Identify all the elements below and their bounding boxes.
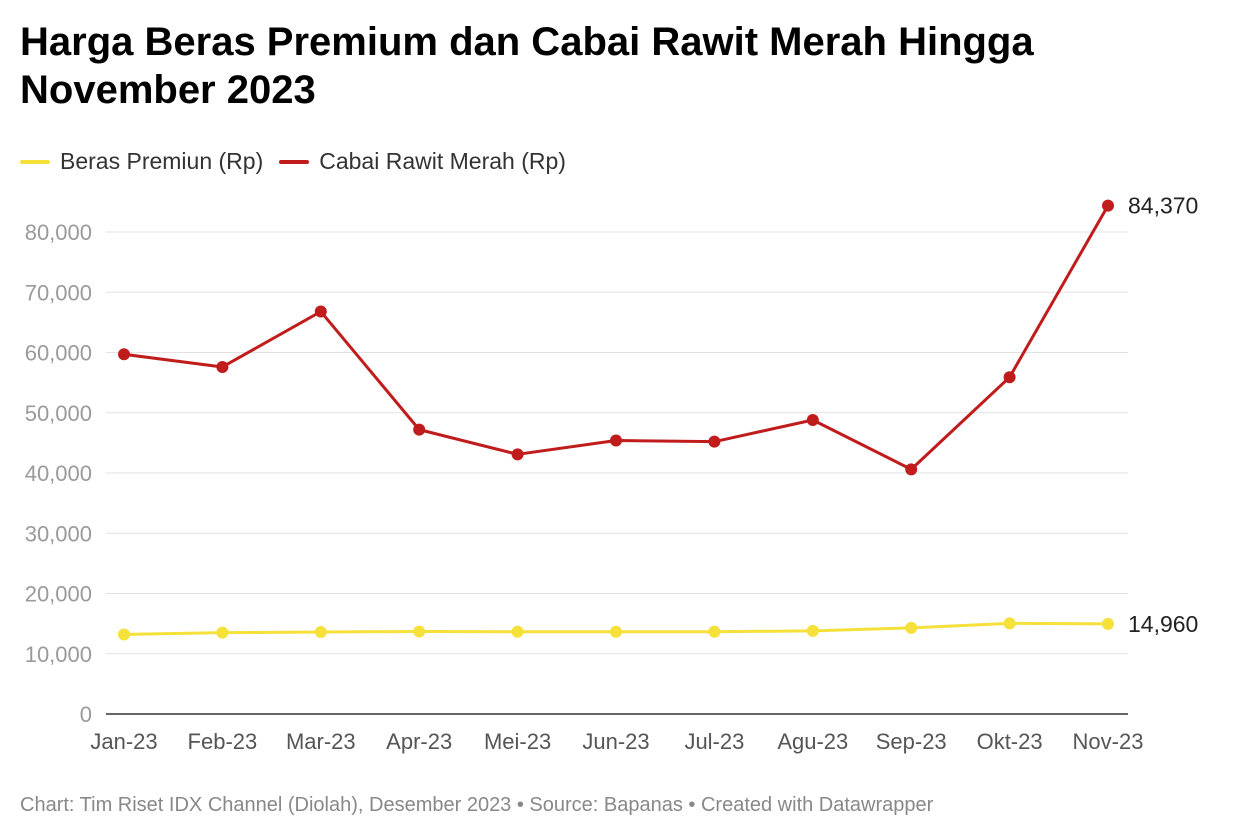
data-point-cabai — [511, 448, 524, 461]
x-tick-label: Agu-23 — [777, 729, 848, 754]
data-point-beras — [905, 621, 918, 634]
legend-item-beras: Beras Premiun (Rp) — [20, 148, 263, 175]
y-tick-label: 60,000 — [25, 341, 92, 366]
data-point-cabai — [708, 435, 721, 448]
x-tick-label: Jul-23 — [684, 729, 744, 754]
y-tick-label: 10,000 — [25, 642, 92, 667]
y-tick-label: 20,000 — [25, 582, 92, 607]
data-point-beras — [216, 626, 229, 639]
x-tick-label: Okt-23 — [977, 729, 1043, 754]
end-label-beras: 14,960 — [1128, 611, 1198, 637]
data-point-beras — [314, 626, 327, 639]
legend-item-cabai: Cabai Rawit Merah (Rp) — [279, 148, 566, 175]
data-point-cabai — [1102, 199, 1114, 212]
chart-title: Harga Beras Premium dan Cabai Rawit Mera… — [20, 20, 1034, 112]
data-point-beras — [1102, 617, 1114, 630]
data-point-beras — [610, 625, 622, 638]
x-tick-label: Jun-23 — [582, 729, 649, 754]
x-tick-label: Mar-23 — [286, 729, 356, 754]
series-line-cabai — [122, 204, 1110, 471]
x-tick-label: Jan-23 — [90, 729, 157, 754]
end-label-cabai: 84,370 — [1128, 193, 1198, 219]
x-tick-label: Nov-23 — [1073, 729, 1144, 754]
legend-swatch-beras — [20, 159, 50, 164]
data-point-beras — [118, 628, 130, 641]
data-point-beras — [511, 625, 524, 638]
x-tick-label: Apr-23 — [386, 729, 452, 754]
data-point-cabai — [806, 413, 819, 426]
legend-swatch-cabai — [279, 159, 310, 164]
chart-footer: Chart: Tim Riset IDX Channel (Diolah), D… — [20, 794, 934, 816]
legend-label-cabai: Cabai Rawit Merah (Rp) — [319, 148, 566, 174]
data-point-cabai — [1003, 371, 1016, 384]
y-tick-label: 0 — [80, 702, 92, 727]
data-point-cabai — [216, 360, 229, 373]
y-tick-label: 50,000 — [25, 401, 92, 426]
legend-label-beras: Beras Premiun (Rp) — [60, 148, 264, 174]
y-tick-label: 30,000 — [25, 521, 92, 546]
legend: Beras Premiun (Rp) Cabai Rawit Merah (Rp… — [20, 148, 566, 175]
data-point-beras — [413, 625, 426, 638]
x-tick-label: Feb-23 — [188, 729, 258, 754]
data-point-beras — [708, 625, 721, 638]
data-point-cabai — [610, 434, 622, 447]
x-tick-label: Mei-23 — [484, 729, 551, 754]
data-point-beras — [806, 624, 819, 637]
data-point-cabai — [413, 423, 426, 436]
data-point-beras — [1003, 617, 1016, 630]
data-point-cabai — [905, 463, 918, 476]
y-tick-label: 80,000 — [25, 220, 92, 245]
y-tick-label: 70,000 — [25, 280, 92, 305]
data-point-cabai — [118, 348, 130, 361]
y-tick-label: 40,000 — [25, 461, 92, 486]
data-point-cabai — [314, 305, 327, 318]
x-tick-label: Sep-23 — [876, 729, 947, 754]
